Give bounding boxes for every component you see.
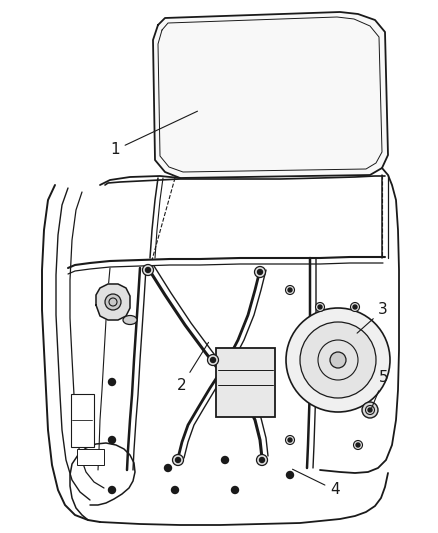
Circle shape: [232, 487, 239, 494]
Circle shape: [173, 455, 184, 465]
Circle shape: [288, 438, 292, 442]
Text: 3: 3: [357, 303, 388, 333]
Circle shape: [300, 322, 376, 398]
Circle shape: [222, 456, 229, 464]
Circle shape: [286, 472, 293, 479]
Polygon shape: [153, 12, 388, 178]
Circle shape: [165, 464, 172, 472]
Circle shape: [286, 308, 390, 412]
Text: 4: 4: [293, 469, 340, 497]
Circle shape: [145, 268, 151, 272]
Text: 1: 1: [110, 111, 198, 157]
Circle shape: [353, 305, 357, 309]
Circle shape: [318, 305, 322, 309]
FancyBboxPatch shape: [71, 393, 93, 447]
Circle shape: [109, 437, 116, 443]
Circle shape: [330, 352, 346, 368]
Circle shape: [142, 264, 153, 276]
Circle shape: [368, 408, 372, 412]
Circle shape: [362, 402, 378, 418]
FancyBboxPatch shape: [77, 449, 104, 465]
Circle shape: [176, 457, 180, 463]
Circle shape: [315, 303, 325, 311]
Circle shape: [257, 455, 268, 465]
Circle shape: [105, 294, 121, 310]
Circle shape: [172, 487, 179, 494]
Circle shape: [211, 358, 215, 362]
Circle shape: [208, 354, 219, 366]
Circle shape: [286, 435, 294, 445]
Circle shape: [288, 288, 292, 292]
Ellipse shape: [123, 316, 137, 325]
Circle shape: [258, 270, 262, 274]
Circle shape: [286, 286, 294, 295]
Text: 5: 5: [371, 370, 389, 409]
Polygon shape: [96, 284, 130, 320]
Circle shape: [109, 378, 116, 385]
FancyBboxPatch shape: [216, 348, 275, 417]
Circle shape: [356, 443, 360, 447]
Circle shape: [350, 303, 360, 311]
Circle shape: [109, 487, 116, 494]
Circle shape: [259, 457, 265, 463]
Circle shape: [353, 440, 363, 449]
Circle shape: [254, 266, 265, 278]
Text: 2: 2: [177, 342, 208, 392]
